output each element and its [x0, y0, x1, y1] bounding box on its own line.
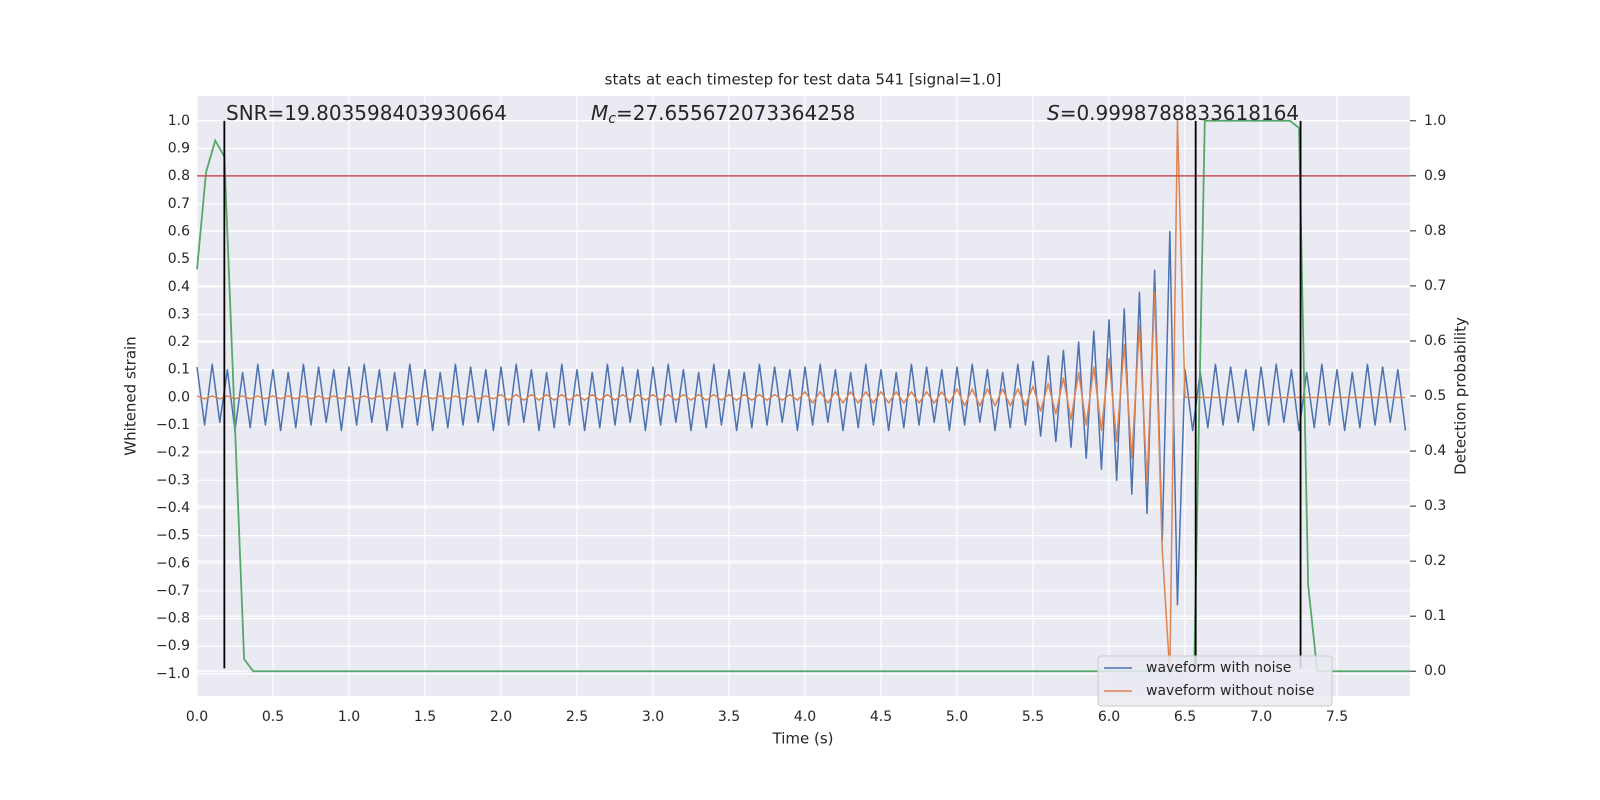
- x-tick-label: 5.5: [1022, 709, 1044, 725]
- y2-tick-label: 0.2: [1424, 553, 1446, 569]
- legend-box: [1097, 655, 1333, 707]
- y-axis-label: Whitened strain: [122, 336, 140, 455]
- annotation-text: SNR=19.803598403930664: [226, 101, 507, 125]
- x-tick-label: 1.0: [338, 709, 360, 725]
- x-tick-label: 1.5: [414, 709, 436, 725]
- x-tick-label: 6.0: [1098, 709, 1120, 725]
- y-tick-label: 0.5: [168, 251, 190, 267]
- y-tick-label: −0.2: [156, 445, 190, 461]
- y-tick-label: 0.6: [168, 223, 190, 239]
- y-tick-label: 0.0: [168, 389, 190, 405]
- y-tick-label: −0.6: [156, 555, 190, 571]
- x-tick-label: 5.0: [946, 709, 968, 725]
- legend-label: waveform without noise: [1146, 683, 1314, 699]
- x-tick-label: 2.5: [566, 709, 588, 725]
- x-tick-label: 7.5: [1326, 709, 1348, 725]
- y-tick-label: 0.2: [168, 334, 190, 350]
- y-tick-label: 0.9: [168, 141, 190, 157]
- annotation-subscript: c: [608, 111, 616, 127]
- x-tick-label: 7.0: [1250, 709, 1272, 725]
- y-tick-label: 0.3: [168, 306, 190, 322]
- y-tick-label: −0.5: [156, 528, 190, 544]
- y2-tick-label: 0.8: [1424, 223, 1446, 239]
- y-tick-label: 0.4: [168, 279, 190, 295]
- y2-tick-label: 1.0: [1424, 113, 1446, 129]
- y-tick-label: −0.1: [156, 417, 190, 433]
- x-tick-label: 2.0: [490, 709, 512, 725]
- y-tick-label: −0.8: [156, 611, 190, 627]
- annotation: S=0.9998788833618164: [1047, 101, 1299, 125]
- y2-tick-label: 0.5: [1424, 388, 1446, 404]
- annotation-symbol: S: [1047, 101, 1060, 125]
- annotation: SNR=19.803598403930664: [226, 101, 507, 125]
- x-tick-label: 3.0: [642, 709, 664, 725]
- annotation-text: =0.9998788833618164: [1060, 101, 1299, 125]
- chart-title: stats at each timestep for test data 541…: [605, 71, 1002, 89]
- x-tick-label: 4.5: [870, 709, 892, 725]
- y-tick-label: −0.7: [156, 583, 190, 599]
- annotation-text: =27.655672073364258: [616, 101, 855, 125]
- x-tick-label: 6.5: [1174, 709, 1196, 725]
- y-tick-label: 1.0: [168, 113, 190, 129]
- waveform-line: [196, 120, 1406, 675]
- x-axis-label: Time (s): [772, 730, 834, 748]
- y2-tick-label: 0.0: [1424, 663, 1446, 679]
- y2-axis-label: Detection probability: [1452, 317, 1470, 475]
- x-tick-label: 3.5: [718, 709, 740, 725]
- y-tick-label: 0.1: [168, 362, 190, 378]
- y-tick-label: −0.9: [156, 638, 190, 654]
- y-tick-label: 0.7: [168, 196, 190, 212]
- y2-tick-label: 0.4: [1424, 443, 1446, 459]
- y-tick-label: 0.8: [168, 168, 190, 184]
- x-tick-label: 0.5: [262, 709, 284, 725]
- x-tick-label: 0.0: [186, 709, 208, 725]
- waveform-line: [196, 230, 1407, 606]
- y-tick-label: −0.3: [156, 472, 190, 488]
- y2-tick-label: 0.6: [1424, 333, 1446, 349]
- y2-tick-label: 0.9: [1424, 168, 1446, 184]
- y-tick-label: −1.0: [156, 666, 190, 682]
- legend-label: waveform with noise: [1146, 660, 1291, 676]
- y2-tick-label: 0.1: [1424, 608, 1446, 624]
- y2-tick-label: 0.7: [1424, 278, 1446, 294]
- annotation: Mc=27.655672073364258: [591, 101, 855, 128]
- x-tick-label: 4.0: [794, 709, 816, 725]
- y2-tick-label: 0.3: [1424, 498, 1446, 514]
- y-tick-label: −0.4: [156, 500, 190, 516]
- annotation-symbol: M: [591, 101, 608, 125]
